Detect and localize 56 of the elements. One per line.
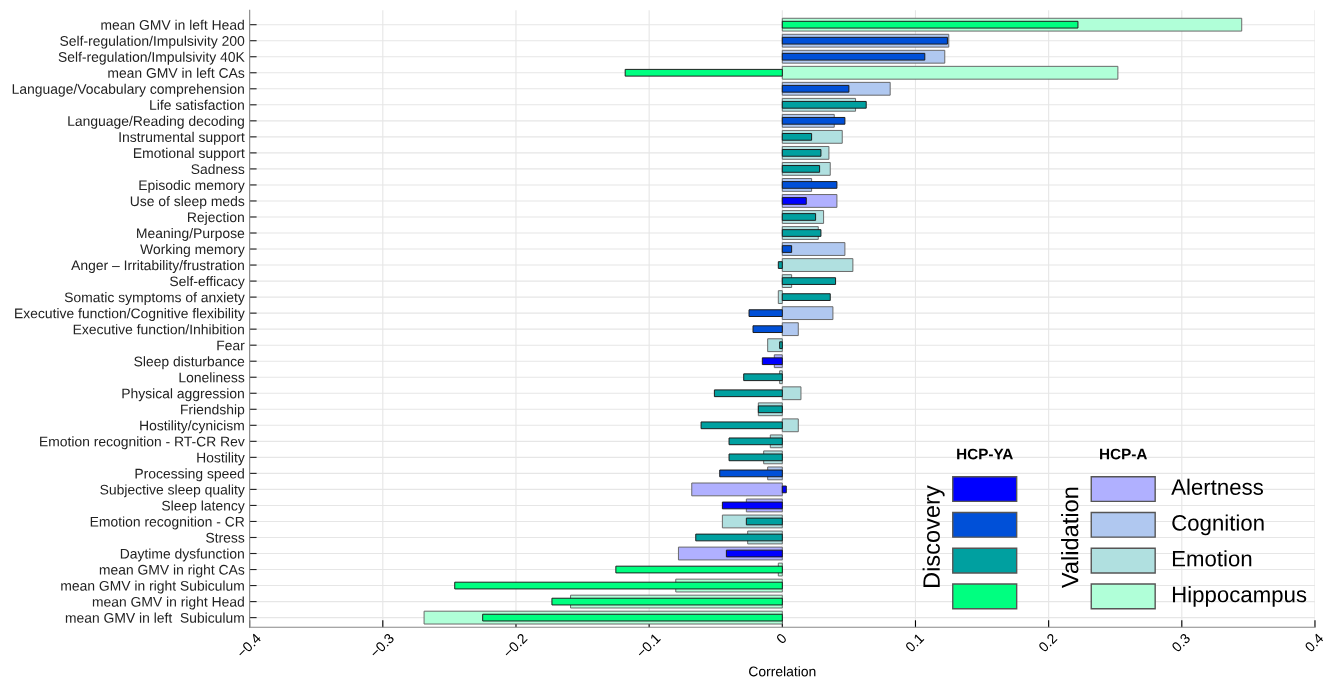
y-tick-label: Loneliness	[179, 372, 245, 383]
y-tick-label: Self-efficacy	[170, 276, 245, 289]
y-tick-label: mean GMV in right Subiculum	[61, 580, 244, 594]
y-tick-label: Hostility/cynicism	[140, 420, 244, 434]
y-tick-label: Language/Reading decoding	[68, 115, 244, 129]
y-tick-label: Episodic memory	[139, 179, 245, 193]
x-tick-label: −0.3	[369, 632, 395, 659]
annotation: Validation	[1061, 487, 1079, 589]
y-tick-label: Sleep latency	[162, 500, 245, 514]
y-tick-label: mean GMV in right Head	[92, 596, 244, 610]
y-tick-label: Executive function/Inhibition	[73, 324, 244, 335]
y-tick-label: Emotion recognition - RT-CR Rev	[40, 436, 245, 450]
y-tick-label: Subjective sleep quality	[100, 484, 245, 498]
y-tick-label: Physical aggression	[122, 388, 244, 402]
y-tick-label: Rejection	[188, 211, 244, 225]
x-tick-label: 0.4	[1304, 632, 1325, 653]
y-tick-label: Hostility	[197, 452, 245, 466]
x-axis-title: Correlation	[749, 666, 816, 677]
y-tick-label: Instrumental support	[119, 131, 245, 145]
x-tick-label: 0.3	[1171, 632, 1191, 653]
legend-label: Alertness	[1171, 478, 1263, 495]
x-tick-label: 0	[775, 632, 788, 645]
annotation: Discovery	[922, 485, 945, 588]
y-tick-label: Fear	[217, 340, 245, 351]
y-tick-label: Stress	[206, 532, 245, 543]
y-tick-label: mean GMV in left Head	[101, 19, 244, 30]
legend-label: Hippocampus	[1172, 586, 1307, 607]
y-tick-label: Anger – Irritability/frustration	[71, 260, 244, 273]
y-tick-label: Friendship	[181, 404, 245, 418]
y-tick-label: Executive function/Cognitive flexibility	[15, 308, 245, 322]
y-tick-label: Somatic symptoms of anxiety	[64, 292, 245, 306]
y-tick-label: Processing speed	[135, 468, 244, 482]
y-tick-label: mean GMV in right CAs	[99, 564, 245, 578]
y-tick-label: mean GMV in left CAs	[108, 67, 245, 78]
y-tick-label: Self-regulation/Impulsivity 40K	[58, 51, 245, 65]
y-tick-label: Meaning/Purpose	[137, 227, 245, 241]
y-tick-label: Self-regulation/Impulsivity 200	[60, 35, 245, 49]
legend-label: Emotion	[1172, 550, 1252, 567]
y-tick-label: Working memory	[140, 244, 245, 257]
y-tick-label: Daytime dysfunction	[120, 548, 244, 562]
annotation: HCP-A	[1100, 448, 1147, 460]
y-tick-label: Use of sleep meds	[130, 195, 245, 209]
x-tick-label: −0.4	[236, 632, 262, 659]
x-tick-label: −0.1	[635, 632, 661, 659]
y-tick-label: Sleep disturbance	[134, 356, 245, 370]
y-tick-label: Emotion recognition - CR	[90, 516, 245, 530]
y-tick-label: Emotional support	[133, 147, 245, 161]
y-tick-label: Language/Vocabulary comprehension	[12, 83, 244, 97]
y-tick-label: mean GMV in left Subiculum	[65, 612, 244, 623]
y-tick-label: Life satisfaction	[150, 99, 244, 110]
x-tick-label: −0.2	[502, 632, 528, 659]
y-tick-label: Sadness	[191, 163, 245, 175]
annotation: HCP-YA	[957, 448, 1013, 460]
legend-label: Cognition	[1172, 514, 1264, 536]
x-tick-label: 0.1	[904, 632, 925, 653]
x-tick-label: 0.2	[1037, 632, 1058, 653]
